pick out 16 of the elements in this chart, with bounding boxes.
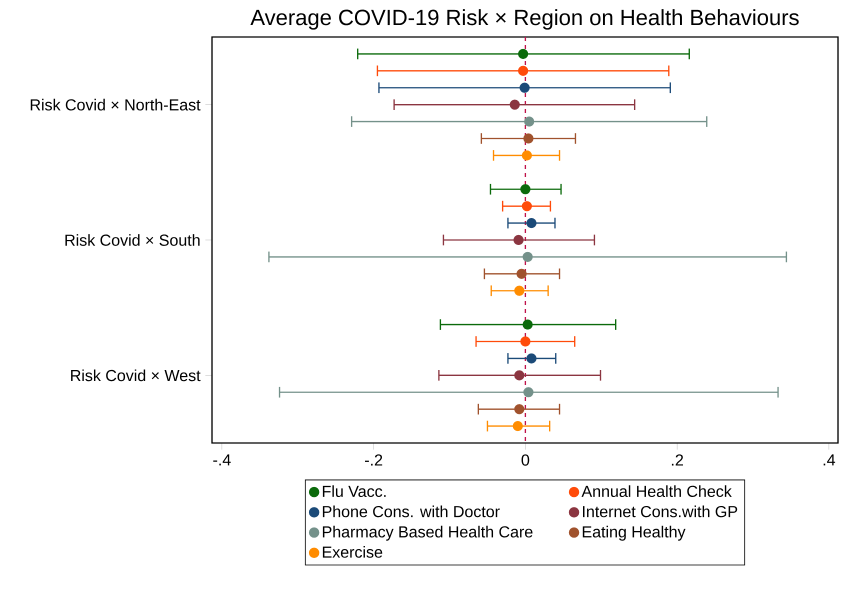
x-tick-label: 0 xyxy=(522,454,530,466)
y-tick-label: Risk Covid × North-East xyxy=(30,98,200,111)
legend-label: Pharmacy Based Health Care xyxy=(322,526,532,541)
legend-label: Annual Health Check xyxy=(582,485,732,498)
legend-label: Internet Cons.with GP xyxy=(582,506,738,518)
chart-title: Average COVID-19 Risk × Region on Health Behaviours xyxy=(250,9,799,30)
y-tick-label: Risk Covid × West xyxy=(71,369,201,382)
legend-label: Eating Healthy xyxy=(582,526,686,541)
legend-label: Exercise xyxy=(322,546,382,558)
legend-label: Flu Vacc. xyxy=(322,485,386,498)
x-tick-label: .2 xyxy=(672,454,684,466)
y-tick-label: Risk Covid × South xyxy=(65,234,200,246)
x-tick-label: .4 xyxy=(824,454,836,466)
x-tick-label: -.4 xyxy=(213,454,231,466)
x-tick-label: -.2 xyxy=(365,454,382,466)
legend-label: Phone Cons. with Doctor xyxy=(322,506,500,518)
